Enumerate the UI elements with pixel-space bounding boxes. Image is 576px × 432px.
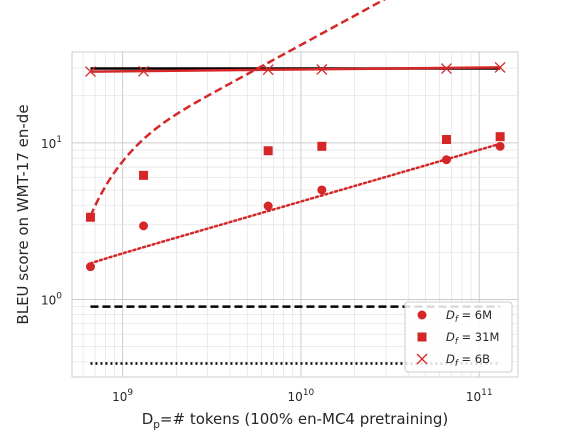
fit-line-series-2	[89, 0, 386, 217]
fit-lines	[89, 0, 502, 265]
x-tick-label: 1011	[466, 388, 493, 404]
y-tick-labels: 100 101	[41, 135, 62, 308]
data-points	[85, 61, 506, 272]
x-tick-label: 109	[112, 388, 133, 404]
data-point-series-2	[85, 212, 95, 222]
legend-box	[404, 301, 513, 373]
x-tick-label: 1010	[288, 388, 315, 404]
fit-line-series-3	[90, 66, 501, 73]
fit-line-series-1	[89, 142, 502, 265]
data-point-series-3	[441, 63, 452, 74]
x-tick-labels: 109 1010 1011	[112, 388, 492, 404]
data-point-series-2	[263, 146, 273, 156]
data-point-series-3	[138, 65, 150, 77]
data-point-series-2	[441, 135, 451, 145]
data-point-series-2	[139, 170, 149, 180]
data-point-series-3	[262, 64, 274, 76]
legend: Df = 6M Df = 31M Df = 6B	[404, 301, 513, 373]
data-point-series-1	[85, 262, 95, 272]
legend-marker-3	[416, 353, 428, 365]
legend-label-3: Df = 6B	[446, 352, 490, 369]
data-point-series-2	[317, 141, 327, 151]
data-point-series-1	[317, 185, 327, 195]
data-point-series-2	[495, 132, 505, 142]
data-point-series-3	[494, 61, 506, 73]
legend-marker-1	[417, 310, 427, 320]
data-point-series-1	[495, 141, 505, 151]
data-point-series-3	[316, 63, 328, 75]
y-tick-label: 100	[41, 291, 62, 307]
data-point-series-1	[263, 201, 273, 211]
data-point-series-1	[139, 221, 149, 231]
legend-label-2: Df = 31M	[446, 330, 499, 347]
data-point-series-1	[441, 155, 451, 165]
y-axis-label: BLEU score on WMT-17 en-de	[14, 104, 32, 324]
y-tick-label: 101	[41, 135, 62, 151]
legend-marker-2	[417, 332, 427, 342]
data-point-series-3	[85, 66, 96, 78]
x-axis-label: Dp=# tokens (100% en-MC4 pretraining)	[142, 410, 449, 431]
legend-label-1: Df = 6M	[446, 308, 492, 325]
